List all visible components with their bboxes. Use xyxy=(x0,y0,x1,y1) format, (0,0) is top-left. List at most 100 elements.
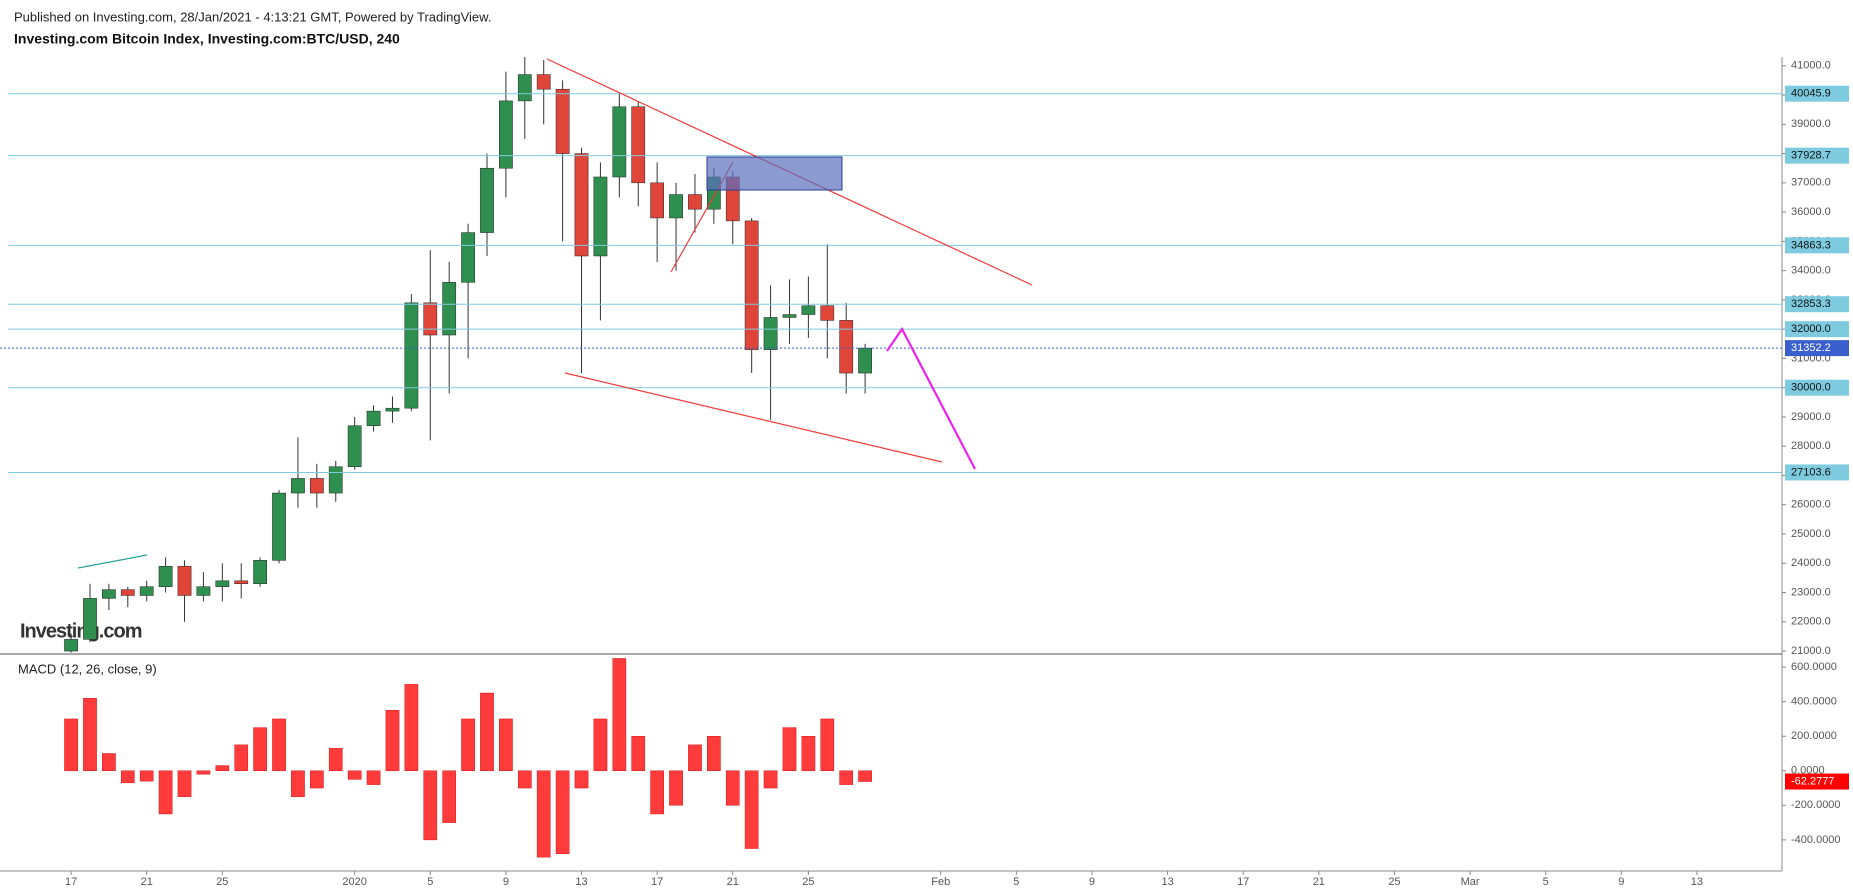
y-tick-label: 37000.0 xyxy=(1791,177,1831,189)
x-tick-label: 5 xyxy=(427,876,433,888)
level-label-box xyxy=(1785,296,1849,313)
histogram-bar xyxy=(763,770,778,789)
candle-body xyxy=(839,320,854,374)
histogram-bar xyxy=(215,765,230,771)
candle-body xyxy=(366,410,381,426)
x-tick-label: 9 xyxy=(1089,876,1095,888)
histogram-bar xyxy=(177,770,192,797)
y-tick-label: 400.0000 xyxy=(1791,696,1837,708)
histogram-bar xyxy=(820,718,835,771)
x-tick-label: 21 xyxy=(727,876,739,888)
histogram-bar xyxy=(442,770,457,823)
candle-body xyxy=(688,194,702,210)
candle-body xyxy=(139,586,154,596)
y-tick-label: 21000.0 xyxy=(1791,645,1831,657)
candle-body xyxy=(83,598,97,640)
candle-body xyxy=(385,407,400,412)
x-tick-label: 13 xyxy=(1161,876,1173,888)
y-tick-label: 200.0000 xyxy=(1791,730,1837,742)
candle-body xyxy=(234,580,249,585)
candle-body xyxy=(64,639,78,652)
x-tick-label: Mar xyxy=(1461,876,1480,888)
candle-body xyxy=(404,302,419,409)
y-tick-label: 600.0000 xyxy=(1791,661,1837,673)
histogram-bar xyxy=(328,748,343,771)
x-tick-label: 21 xyxy=(1313,876,1325,888)
x-tick-label: 5 xyxy=(1013,876,1019,888)
level-label: 37928.7 xyxy=(1791,150,1831,162)
histogram-bar xyxy=(612,658,627,771)
candle-body xyxy=(177,565,192,596)
candle-body xyxy=(196,586,211,596)
current-value-box xyxy=(1785,773,1849,790)
histogram-bar xyxy=(555,770,570,854)
candle-body xyxy=(593,176,608,257)
x-tick-label: 17 xyxy=(651,876,663,888)
x-tick-label: 17 xyxy=(65,876,77,888)
y-tick-label: 23000.0 xyxy=(1791,586,1831,598)
histogram-bar xyxy=(631,736,646,771)
candle-body xyxy=(158,565,173,587)
y-tick-label: 25000.0 xyxy=(1791,528,1831,540)
current-price-box xyxy=(1785,340,1849,357)
current-value-label: -62.2777 xyxy=(1791,775,1834,787)
histogram-bar xyxy=(385,710,400,771)
histogram-bar xyxy=(650,770,664,815)
histogram-bar xyxy=(669,770,683,806)
histogram-bar xyxy=(83,698,97,771)
histogram-bar xyxy=(196,770,211,775)
projection-arrow xyxy=(886,326,976,470)
level-label-box xyxy=(1785,321,1849,338)
y-tick-label: 34000.0 xyxy=(1791,265,1831,277)
histogram-bar xyxy=(574,770,589,789)
candle-body xyxy=(669,194,683,219)
chart-title: Investing.com Bitcoin Index, Investing.c… xyxy=(14,31,400,47)
histogram-bar xyxy=(366,770,381,785)
x-tick-label: 9 xyxy=(503,876,509,888)
level-label: 40045.9 xyxy=(1791,88,1831,100)
candle-body xyxy=(612,106,627,178)
level-label: 32853.3 xyxy=(1791,298,1831,310)
x-tick-label: 17 xyxy=(1237,876,1249,888)
histogram-bar xyxy=(272,718,286,771)
histogram-bar xyxy=(347,770,362,780)
y-tick-label: 41000.0 xyxy=(1791,60,1831,72)
histogram-bar xyxy=(64,718,78,771)
histogram-bar xyxy=(461,718,475,771)
histogram-bar xyxy=(858,770,872,782)
x-tick-label: Feb xyxy=(931,876,950,888)
candle-body xyxy=(120,589,135,596)
histogram-bar xyxy=(707,736,721,771)
histogram-bar xyxy=(291,770,305,797)
y-tick-label: 29000.0 xyxy=(1791,411,1831,423)
histogram-bar xyxy=(234,744,249,771)
candle-body xyxy=(782,314,797,318)
x-tick-label: 25 xyxy=(802,876,814,888)
candle-body xyxy=(102,589,116,599)
x-tick-label: 13 xyxy=(1691,876,1703,888)
histogram-bar xyxy=(139,770,154,782)
histogram-bar xyxy=(801,736,816,771)
y-tick-label: 24000.0 xyxy=(1791,557,1831,569)
histogram-bar xyxy=(839,770,854,785)
level-label-box xyxy=(1785,147,1849,164)
zone-box xyxy=(706,156,843,191)
histogram-bar xyxy=(782,727,797,771)
trend-line xyxy=(77,554,148,569)
x-tick-label: 25 xyxy=(216,876,228,888)
y-tick-label: -200.0000 xyxy=(1791,799,1841,811)
histogram-bar xyxy=(744,770,759,849)
candle-body xyxy=(291,478,305,494)
histogram-bar xyxy=(423,770,438,841)
histogram-bar xyxy=(480,692,494,771)
candle-body xyxy=(763,317,778,350)
candle-body xyxy=(328,466,343,494)
x-tick-label: 25 xyxy=(1388,876,1400,888)
level-label-box xyxy=(1785,237,1849,254)
logo: Investing.com xyxy=(20,620,142,642)
candle-body xyxy=(820,305,835,321)
indicator-title: MACD (12, 26, close, 9) xyxy=(18,661,157,676)
y-tick-label: 26000.0 xyxy=(1791,499,1831,511)
candle-body xyxy=(744,220,759,350)
trend-line xyxy=(564,372,943,463)
